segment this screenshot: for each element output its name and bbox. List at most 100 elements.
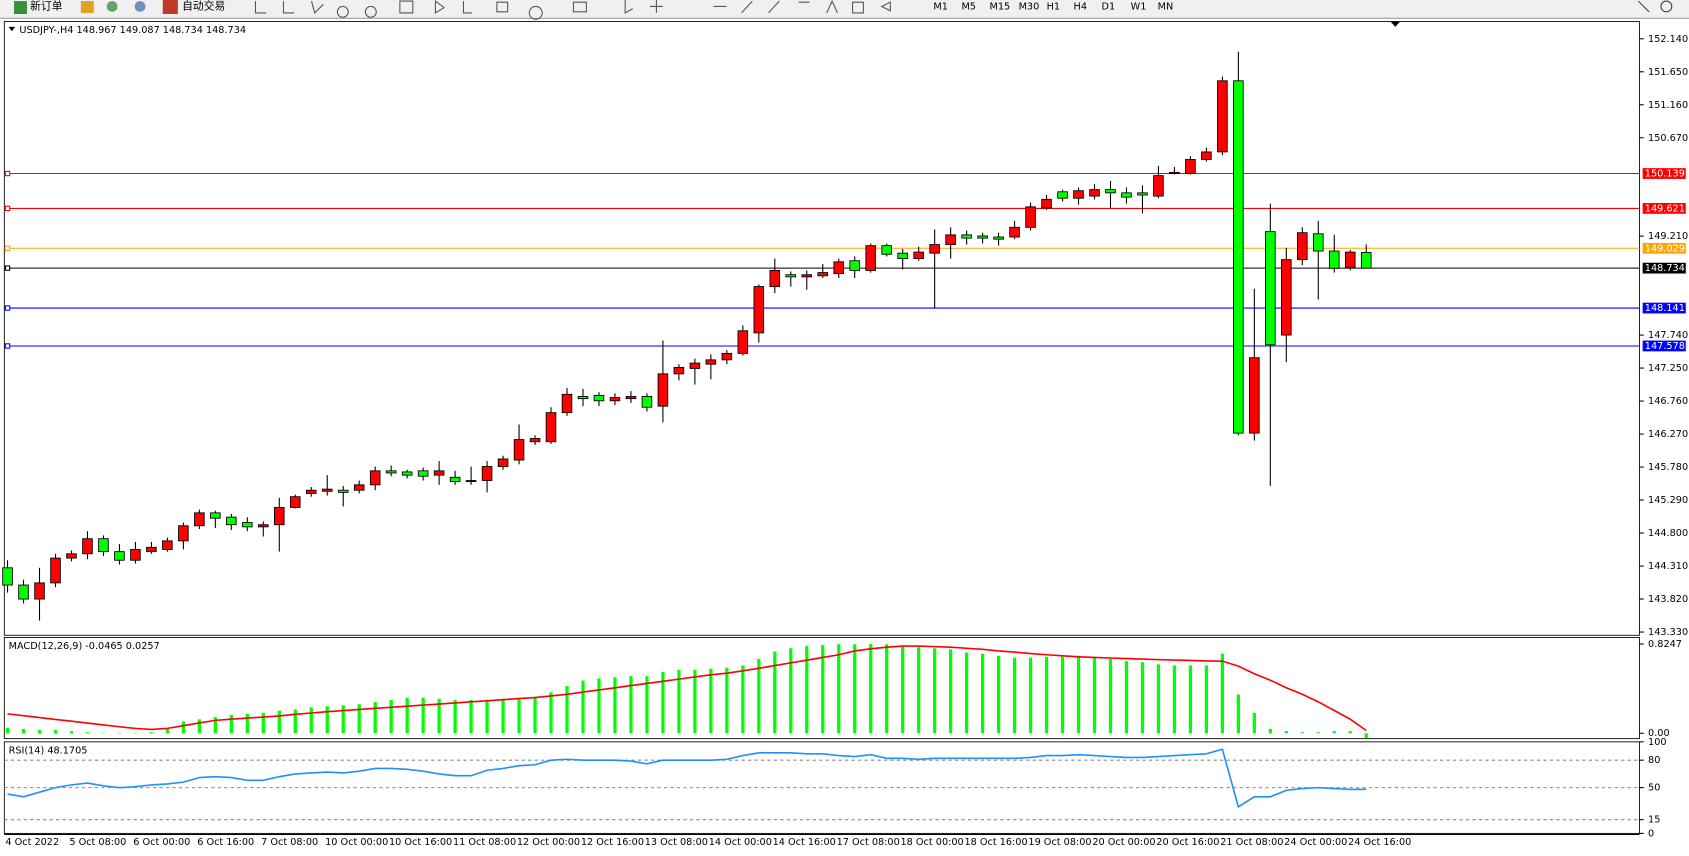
icon[interactable] xyxy=(106,1,118,12)
candle-body xyxy=(1217,80,1228,153)
x-tick-label: 20 Oct 16:00 xyxy=(1156,837,1219,848)
timeframe-button[interactable]: MN xyxy=(1158,1,1174,12)
toolbar: 新订单 自动交易 xyxy=(14,0,1673,20)
macd-bar xyxy=(597,678,601,734)
macd-bar xyxy=(1204,665,1209,734)
candle-body xyxy=(721,352,733,361)
candle-body xyxy=(545,412,557,443)
y-tick-label: 151.650 xyxy=(1648,67,1688,78)
level-label: 148.734 xyxy=(1645,263,1685,274)
candle-body xyxy=(641,396,653,408)
macd-bar xyxy=(869,643,873,734)
macd-bar xyxy=(1108,658,1113,734)
y-tick-label: 146.760 xyxy=(1648,396,1688,407)
macd-bar xyxy=(485,699,489,734)
x-tick-label: 10 Oct 16:00 xyxy=(389,837,452,848)
timeframe-button[interactable]: M15 xyxy=(989,1,1010,12)
level-label-bg xyxy=(1642,203,1686,214)
macd-bar xyxy=(693,669,697,734)
macd-bar xyxy=(469,699,473,734)
candle-body xyxy=(1313,233,1324,252)
macd-bar xyxy=(149,732,154,734)
x-tick-label: 12 Oct 00:00 xyxy=(517,837,580,848)
level-label-bg xyxy=(1642,262,1686,274)
timeframe-button[interactable]: M1 xyxy=(933,1,948,12)
search-icon[interactable] xyxy=(1637,0,1650,13)
macd-bar xyxy=(1156,664,1161,734)
new-order-icon[interactable] xyxy=(14,1,27,14)
macd-bar xyxy=(933,648,937,734)
x-tick-label: 11 Oct 08:00 xyxy=(453,837,516,848)
macd-bar xyxy=(821,645,825,734)
candle-body xyxy=(961,234,972,239)
timeframe-button[interactable]: W1 xyxy=(1131,1,1147,12)
timeframe-button[interactable]: M30 xyxy=(1019,1,1040,12)
macd-bar xyxy=(85,732,90,734)
macd-bar xyxy=(277,710,281,734)
macd-bar xyxy=(1220,653,1224,734)
timeframe-button[interactable]: H1 xyxy=(1047,1,1060,12)
signal-line xyxy=(7,645,1367,732)
candle-body xyxy=(1185,159,1196,174)
timeframe-button[interactable]: H4 xyxy=(1074,1,1087,12)
macd-bar xyxy=(501,698,505,734)
macd-bar xyxy=(1028,657,1033,734)
macd-bar xyxy=(341,705,345,734)
icon[interactable] xyxy=(80,1,94,13)
rsi-line xyxy=(7,748,1367,809)
x-tick-label: 6 Oct 16:00 xyxy=(197,837,254,848)
x-tick-label: 10 Oct 00:00 xyxy=(325,837,388,848)
macd-bar xyxy=(613,677,617,734)
macd-bar xyxy=(437,698,441,734)
x-tick-label: 5 Oct 08:00 xyxy=(69,837,126,848)
y-tick-label: 150.670 xyxy=(1648,133,1688,144)
candle-body xyxy=(401,471,413,476)
candle-body xyxy=(449,476,461,483)
macd-bar xyxy=(1092,657,1097,734)
candle-body xyxy=(625,396,637,400)
account-icon[interactable] xyxy=(1660,0,1673,13)
level-handle xyxy=(4,343,11,349)
macd-bar xyxy=(389,699,393,734)
macd-bar xyxy=(837,644,841,734)
candle-body xyxy=(881,245,892,255)
x-tick-label: 4 Oct 2022 xyxy=(5,837,59,848)
candle-body xyxy=(242,522,253,528)
macd-bar xyxy=(725,667,729,734)
candle-body xyxy=(1057,191,1068,199)
candle-body xyxy=(1328,250,1340,269)
panel-frame xyxy=(3,21,1640,636)
candle-body xyxy=(1137,192,1148,196)
y-tick-label: 100 xyxy=(1648,737,1667,748)
candle-body xyxy=(657,373,669,407)
new-order-button[interactable]: 新订单 xyxy=(30,0,63,12)
candle-body xyxy=(194,512,205,527)
timeframe-button[interactable]: M5 xyxy=(961,1,976,12)
timeframe-button[interactable]: D1 xyxy=(1102,1,1116,12)
candle-body xyxy=(753,286,765,334)
macd-bar xyxy=(245,713,249,734)
candle-body xyxy=(433,470,445,476)
candle-body xyxy=(497,458,509,467)
macd-bar xyxy=(1188,665,1193,734)
candle-body xyxy=(865,245,876,271)
auto-trading-icon[interactable] xyxy=(162,0,178,14)
icon[interactable] xyxy=(134,1,146,12)
shift-marker xyxy=(1390,21,1401,27)
candle-body xyxy=(274,507,285,526)
candle-body xyxy=(1297,232,1308,261)
candle-body xyxy=(130,549,141,561)
macd-bar xyxy=(325,706,329,734)
auto-trading-button[interactable]: 自动交易 xyxy=(182,0,225,12)
x-tick-label: 20 Oct 00:00 xyxy=(1092,837,1155,848)
y-tick-label: 144.800 xyxy=(1648,528,1688,539)
y-tick-label: 143.820 xyxy=(1648,594,1688,605)
toolbar-bg xyxy=(0,0,1689,19)
candle-body xyxy=(513,439,525,461)
candle-body xyxy=(849,260,861,271)
level-label: 149.029 xyxy=(1645,243,1685,254)
x-tick-label: 18 Oct 00:00 xyxy=(901,837,964,848)
candle-body xyxy=(785,274,797,278)
macd-bar xyxy=(677,669,681,734)
